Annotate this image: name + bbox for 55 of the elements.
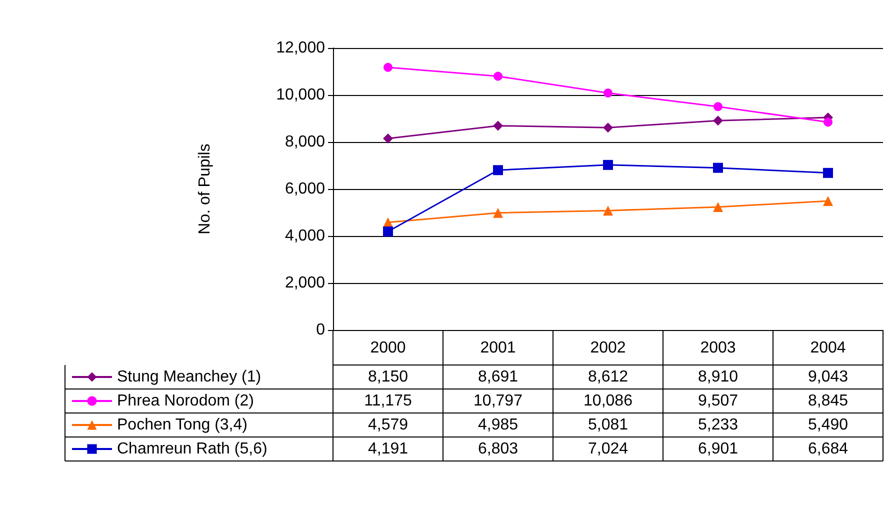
data-label: 9,507	[698, 392, 738, 410]
point	[604, 88, 612, 98]
point	[494, 72, 502, 81]
legend-label: Phrea Norodom (2)	[117, 392, 254, 410]
data-label: 6,901	[698, 440, 738, 458]
point	[493, 120, 503, 131]
point	[823, 196, 833, 206]
point	[383, 226, 393, 237]
data-label: 5,490	[808, 416, 848, 434]
point	[713, 116, 723, 126]
data-label: 4,985	[478, 416, 518, 434]
data-label: 8,150	[368, 368, 408, 386]
data-label: 9,043	[808, 368, 848, 386]
data-label: 10,797	[474, 392, 523, 410]
legend-label: Stung Meanchey (1)	[117, 368, 262, 386]
point	[603, 206, 613, 216]
y-tick-label: 2,000	[284, 274, 326, 292]
data-label: 6,684	[808, 440, 848, 458]
point	[383, 133, 393, 144]
data-label: 11,175	[364, 392, 412, 410]
data-label: 4,191	[368, 440, 408, 458]
data-label: 7,024	[588, 440, 628, 458]
point	[713, 162, 723, 173]
data-label: 5,081	[588, 416, 628, 434]
x-tick-label: 2002	[590, 340, 626, 356]
x-tick-label: 2000	[370, 340, 406, 356]
data-label: 8,691	[478, 368, 518, 386]
y-tick-label: 8,000	[284, 134, 326, 150]
data-label: 5,233	[698, 416, 738, 434]
data-label: 8,612	[588, 368, 628, 386]
y-tick-label: 4,000	[284, 228, 326, 244]
legend-label: Chamreun Rath (5,6)	[117, 440, 268, 458]
point	[823, 168, 833, 178]
y-tick-label: 0	[316, 322, 326, 338]
legend-label: Pochen Tong (3,4)	[117, 416, 248, 434]
data-label: 8,910	[698, 368, 738, 386]
data-label: 8,845	[808, 392, 848, 410]
x-tick-label: 2004	[810, 340, 846, 356]
point	[603, 122, 613, 133]
point	[713, 202, 723, 212]
point	[493, 208, 503, 218]
data-label: 4,579	[368, 416, 408, 434]
y-tick-label: 6,000	[284, 180, 326, 198]
point	[493, 165, 503, 176]
point	[824, 118, 832, 127]
y-tick-label: 12,000	[276, 40, 326, 56]
point	[384, 62, 392, 72]
x-tick-label: 2001	[480, 340, 516, 356]
point	[603, 160, 613, 170]
x-tick-label: 2003	[700, 340, 736, 356]
point	[714, 102, 722, 112]
y-tick-label: 10,000	[276, 86, 326, 104]
y-axis-title: No. of Pupils	[196, 144, 214, 234]
data-label: 10,086	[584, 392, 633, 410]
data-label: 6,803	[478, 440, 518, 458]
